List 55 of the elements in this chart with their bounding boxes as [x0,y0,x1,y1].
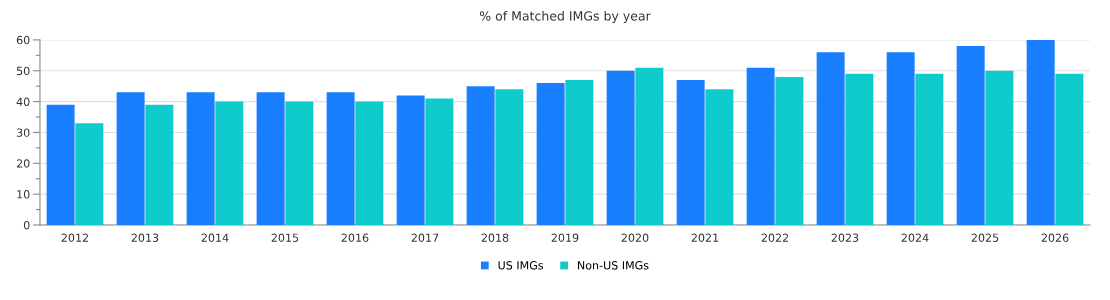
y-tick-label: 50 [16,66,30,76]
y-tick-label: 20 [16,159,30,168]
x-tick-label: 2026 [1041,233,1069,242]
bar [396,95,425,225]
y-tick-label: 30 [16,128,30,137]
y-tick-label: 10 [17,190,30,199]
bar [75,123,104,225]
bar [256,92,285,225]
legend-label: US IMGs [498,261,544,270]
bar [116,92,145,225]
bar [46,104,75,225]
x-tick-label: 2014 [201,233,229,242]
y-tick-label: 60 [16,35,30,45]
x-tick-label: 2023 [831,233,859,242]
x-tick-label: 2022 [761,233,789,242]
bar [285,101,314,225]
bar [746,67,775,225]
x-tick-label: 2017 [411,233,439,242]
y-tick-label: 0 [23,220,30,230]
bar [466,86,495,225]
bar [775,76,804,225]
bar [676,80,705,225]
bar [915,73,944,225]
y-tick-label: 40 [16,97,30,106]
bar [425,98,454,225]
x-tick-label: 2012 [61,233,88,242]
bar [985,70,1014,225]
x-tick-label: 2024 [901,233,929,242]
bar [845,73,874,225]
bar [215,101,244,225]
bar [1026,39,1055,225]
x-tick-label: 2020 [621,233,649,242]
bar [606,70,635,225]
bar [145,104,174,225]
bar [536,83,565,225]
bar [495,89,524,225]
chart-title: % of Matched IMGs by year [479,10,651,24]
bar [1055,73,1084,225]
x-tick-label: 2018 [481,233,509,242]
legend-label: Non-US IMGs [578,261,649,270]
x-tick-label: 2025 [971,233,999,242]
bar [355,101,384,225]
bar [635,67,664,225]
x-tick-label: 2015 [271,233,299,242]
bar [565,80,594,225]
bar [705,89,734,225]
bar [326,92,355,225]
x-tick-label: 2021 [691,233,719,242]
x-tick-label: 2019 [551,233,579,242]
x-tick-label: 2013 [131,233,159,242]
bar [816,52,845,225]
bar [186,92,215,225]
bar [886,52,915,225]
x-tick-label: 2016 [341,233,369,242]
bar [956,46,985,225]
